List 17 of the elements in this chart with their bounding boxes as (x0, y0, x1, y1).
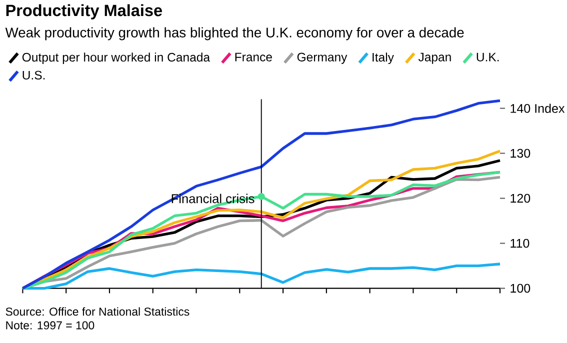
chart-subtitle: Weak productivity growth has blighted the U.K. economy for over a decade (5, 27, 464, 40)
legend-label: Japan (418, 52, 451, 64)
y-tick-label: 120 (510, 194, 530, 203)
chart-title: Productivity Malaise (6, 4, 162, 20)
legend-label: U.K. (476, 52, 499, 62)
legend-label: Output per hour worked in Canada (22, 52, 210, 64)
line-series (21, 99, 502, 290)
y-tick-label: 110 (510, 238, 530, 248)
legend-label: Germany (297, 52, 348, 64)
text: Note: 1997 = 100 (6, 321, 94, 330)
y-tick-label: 130 (510, 148, 530, 158)
source-note: Source: Office for National Statistics (6, 307, 190, 316)
y-tick-label: 100 (510, 284, 530, 293)
legend-label: Italy (372, 52, 394, 64)
legend-label: France (235, 52, 272, 62)
y-tick-label: 140 Index (510, 104, 565, 113)
legend-label: U.S. (22, 70, 45, 80)
